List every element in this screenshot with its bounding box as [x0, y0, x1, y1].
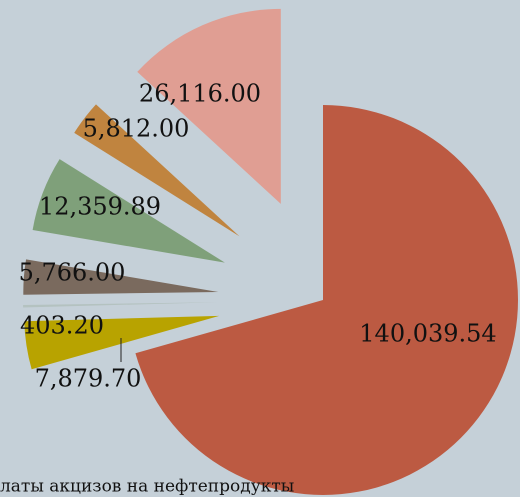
pie-slice	[74, 104, 240, 237]
data-label: 7,879.70	[35, 365, 142, 393]
chart-title: латы акцизов на нефтепродукты	[0, 477, 294, 497]
pie-slice	[24, 315, 220, 370]
pie-slice	[137, 8, 281, 204]
pie-slice	[135, 105, 519, 495]
data-label: 26,116.00	[139, 80, 261, 108]
data-label: 12,359.89	[39, 193, 161, 221]
data-label: 140,039.54	[359, 320, 496, 348]
pie-slice	[23, 302, 219, 308]
pie-slice	[23, 259, 219, 295]
data-label: 5,812.00	[83, 115, 190, 143]
data-label: 5,766.00	[19, 259, 126, 287]
data-label: 403.20	[20, 312, 104, 340]
pie-slice	[32, 159, 225, 263]
